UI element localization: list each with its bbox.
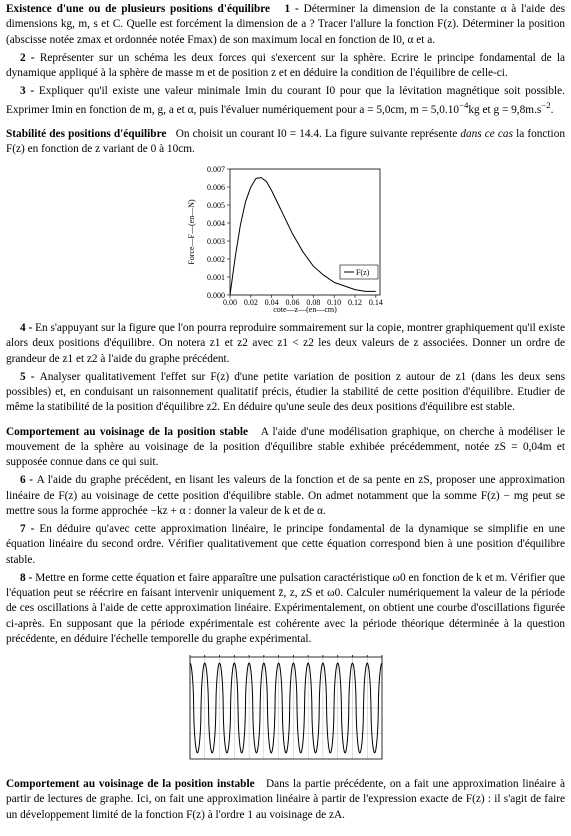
q3-sup: −4: [459, 100, 468, 110]
svg-text:0.00: 0.00: [223, 298, 237, 307]
section-1: Existence d'une ou de plusieurs position…: [6, 2, 565, 48]
svg-text:0.000: 0.000: [207, 291, 225, 300]
chart-force: 0.000.020.040.060.080.100.120.140.0000.0…: [186, 163, 386, 313]
sect1-title: Existence d'une ou de plusieurs position…: [6, 3, 270, 15]
q6: 6 - A l'aide du graphe précédent, en lis…: [6, 473, 565, 519]
q7-text: En déduire qu'avec cette approximation l…: [6, 523, 565, 566]
chart-oscillation: [186, 653, 386, 763]
q5-text: Analyser qualitativement l'effet sur F(z…: [6, 371, 565, 414]
q3-text-c: .: [551, 103, 554, 115]
q8-lead: 8 -: [20, 572, 35, 584]
q5: 5 - Analyser qualitativement l'effet sur…: [6, 370, 565, 416]
svg-text:0.12: 0.12: [348, 298, 362, 307]
sect3-title: Comportement au voisinage de la position…: [6, 426, 248, 438]
q4-lead: 4 -: [20, 322, 35, 334]
svg-text:F(z): F(z): [356, 268, 370, 277]
sect2-title: Stabilité des positions d'équilibre: [6, 128, 166, 140]
q3-lead: 3 -: [20, 85, 39, 97]
q8: 8 - Mettre en forme cette équation et fa…: [6, 571, 565, 647]
svg-text:0.006: 0.006: [207, 183, 225, 192]
q6-text: A l'aide du graphe précédent, en lisant …: [6, 474, 565, 517]
figure-2: [6, 653, 565, 763]
q3: 3 - Expliquer qu'il existe une valeur mi…: [6, 84, 565, 117]
sect2-intro-a: On choisit un courant I0 = 14.4. La figu…: [176, 128, 461, 140]
q4-text: En s'appuyant sur la figure que l'on pou…: [6, 322, 565, 365]
section-2: Stabilité des positions d'équilibre On c…: [6, 127, 565, 158]
q3-sup2: −2: [541, 100, 550, 110]
q7-lead: 7 -: [20, 523, 39, 535]
svg-text:0.003: 0.003: [207, 237, 225, 246]
q2: 2 - Représenter sur un schéma les deux f…: [6, 51, 565, 82]
svg-text:0.007: 0.007: [207, 165, 225, 174]
svg-text:0.004: 0.004: [207, 219, 225, 228]
q6-lead: 6 -: [20, 474, 37, 486]
svg-text:0.02: 0.02: [243, 298, 257, 307]
sect4-title: Comportement au voisinage de la position…: [6, 778, 255, 790]
svg-text:0.005: 0.005: [207, 201, 225, 210]
q4: 4 - En s'appuyant sur la figure que l'on…: [6, 321, 565, 367]
svg-text:Force—F—(en—N): Force—F—(en—N): [187, 199, 196, 265]
q2-lead: 2 -: [20, 52, 40, 64]
svg-text:0.14: 0.14: [368, 298, 382, 307]
section-3: Comportement au voisinage de la position…: [6, 425, 565, 471]
section-4: Comportement au voisinage de la position…: [6, 777, 565, 823]
svg-text:cote—z—(en—cm): cote—z—(en—cm): [273, 305, 337, 313]
q7: 7 - En déduire qu'avec cette approximati…: [6, 522, 565, 568]
svg-text:0.002: 0.002: [207, 255, 225, 264]
sect2-intro-b: dans ce cas: [460, 128, 513, 140]
q1-lead: 1 -: [285, 3, 304, 15]
q2-text: Représenter sur un schéma les deux force…: [6, 52, 565, 79]
q3-text-b: kg et g = 9,8m.s: [468, 103, 541, 115]
figure-1: 0.000.020.040.060.080.100.120.140.0000.0…: [6, 163, 565, 313]
svg-text:0.001: 0.001: [207, 273, 225, 282]
q5-lead: 5 -: [20, 371, 40, 383]
q8-text: Mettre en forme cette équation et faire …: [6, 572, 565, 645]
